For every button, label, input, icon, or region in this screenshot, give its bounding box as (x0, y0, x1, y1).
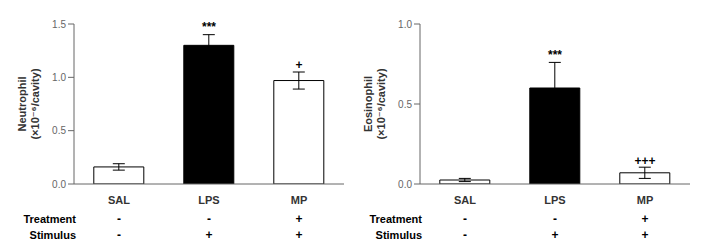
svg-text:Treatment: Treatment (369, 213, 422, 225)
svg-text:-: - (463, 228, 467, 242)
svg-text:+: + (551, 228, 558, 242)
svg-text:SAL: SAL (108, 194, 130, 206)
svg-text:***: *** (202, 20, 216, 34)
svg-text:Neutrophil(×10⁻⁶/cavity): Neutrophil(×10⁻⁶/cavity) (16, 68, 41, 139)
svg-text:Stimulus: Stimulus (30, 229, 76, 241)
svg-text:-: - (117, 228, 121, 242)
svg-text:Eosinophil(×10⁻⁶/cavity): Eosinophil(×10⁻⁶/cavity) (362, 68, 387, 139)
svg-text:-: - (207, 212, 211, 226)
svg-text:Treatment: Treatment (23, 213, 76, 225)
svg-text:***: *** (548, 48, 562, 62)
svg-text:+: + (295, 58, 302, 72)
svg-text:MP: MP (291, 194, 308, 206)
svg-text:-: - (463, 212, 467, 226)
svg-text:+: + (295, 228, 302, 242)
svg-text:Stimulus: Stimulus (376, 229, 422, 241)
svg-text:0.0: 0.0 (52, 179, 66, 190)
svg-text:SAL: SAL (454, 194, 476, 206)
svg-text:LPS: LPS (544, 194, 565, 206)
svg-text:1.5: 1.5 (52, 19, 66, 30)
svg-text:+: + (641, 212, 648, 226)
svg-text:+: + (205, 228, 212, 242)
svg-text:LPS: LPS (198, 194, 219, 206)
svg-text:+: + (641, 228, 648, 242)
svg-text:-: - (117, 212, 121, 226)
svg-text:+++: +++ (634, 154, 655, 168)
svg-text:+: + (295, 212, 302, 226)
svg-text:0.5: 0.5 (398, 99, 412, 110)
svg-text:0.0: 0.0 (398, 179, 412, 190)
svg-text:0.5: 0.5 (52, 125, 66, 136)
svg-text:MP: MP (637, 194, 654, 206)
svg-text:-: - (553, 212, 557, 226)
svg-text:1.0: 1.0 (398, 19, 412, 30)
svg-text:1.0: 1.0 (52, 72, 66, 83)
